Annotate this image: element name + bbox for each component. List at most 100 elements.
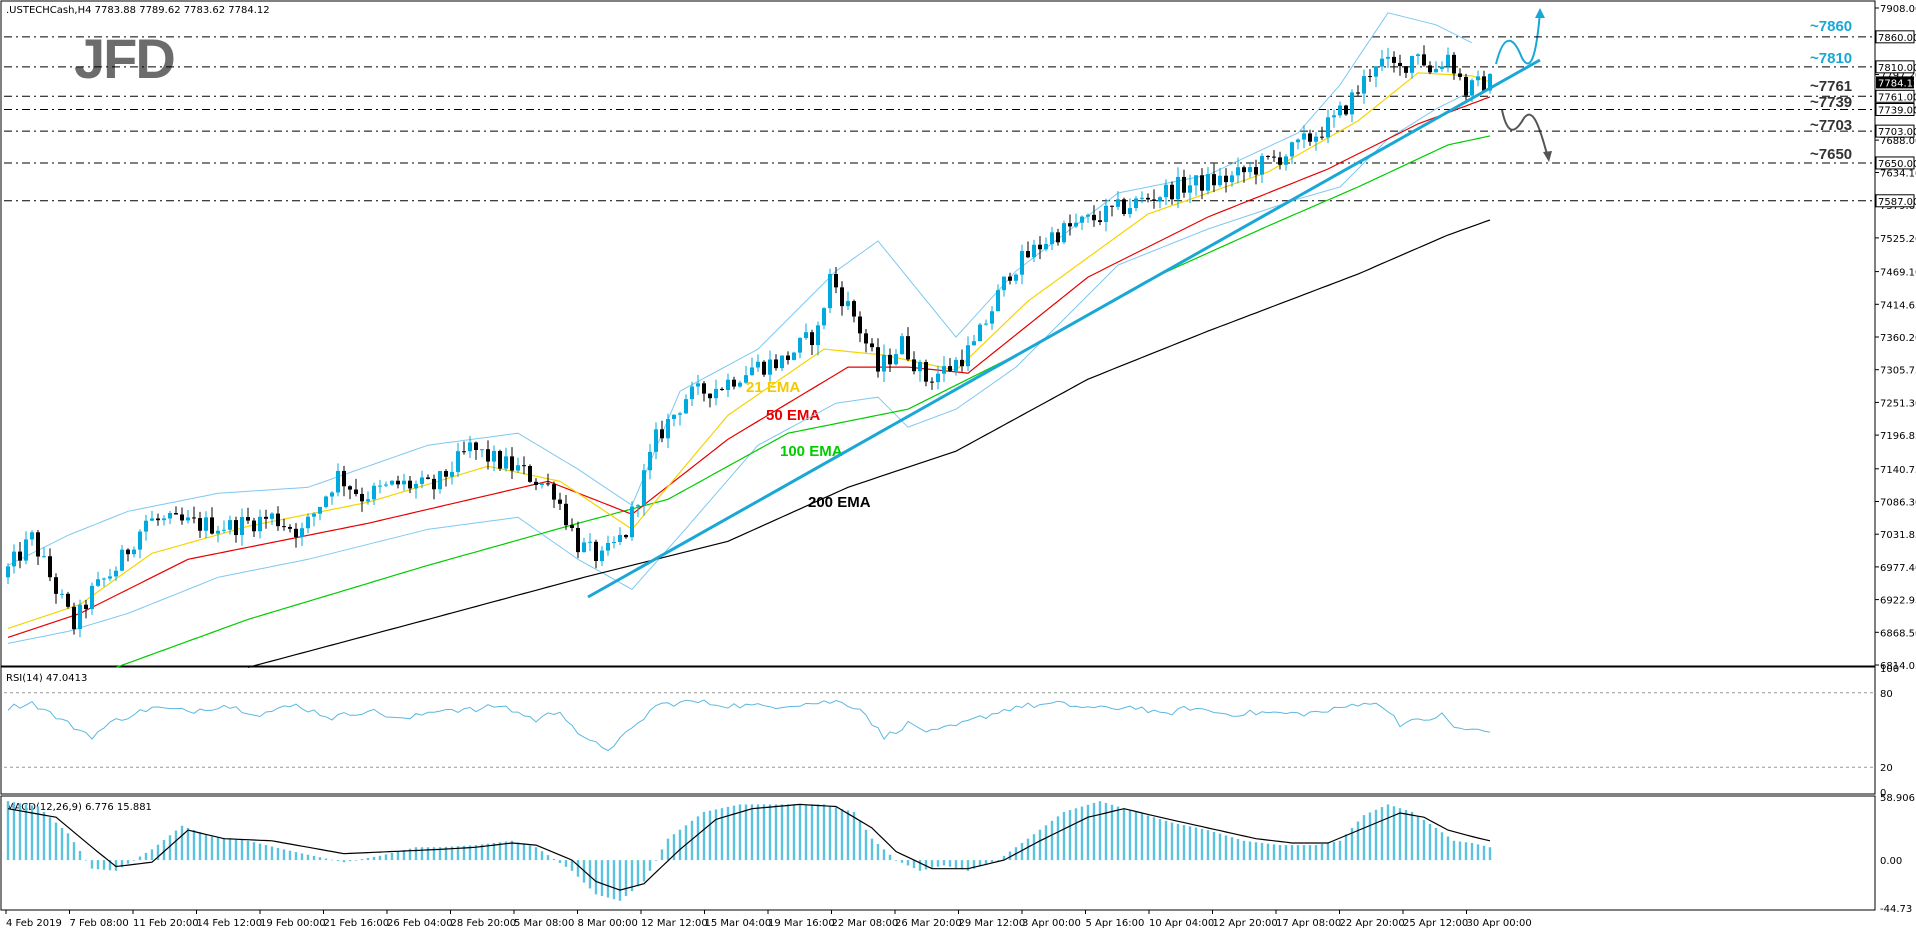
candle	[456, 442, 460, 477]
time-axis-label: 29 Mar 12:00	[959, 918, 1026, 929]
level-price-box	[1875, 156, 1915, 170]
candle-body	[1452, 54, 1456, 74]
candle	[1482, 70, 1486, 91]
candle-body	[264, 516, 268, 519]
bearish-arrowhead	[1543, 151, 1552, 162]
candle	[1350, 89, 1354, 123]
macd-histogram-bar	[450, 846, 454, 861]
time-axis-label: 7 Feb 08:00	[70, 918, 129, 929]
price-axis-tick-label: 7525.20	[1880, 234, 1916, 245]
candle	[474, 441, 478, 460]
candle-body	[234, 520, 238, 536]
time-axis-label: 26 Feb 04:00	[387, 918, 453, 929]
macd-histogram-bar	[1380, 807, 1384, 861]
macd-histogram-bar	[1488, 847, 1492, 861]
candle	[1092, 205, 1096, 227]
candle	[972, 334, 976, 346]
candle	[1272, 150, 1276, 162]
candle-body	[648, 451, 652, 471]
macd-histogram-bar	[150, 849, 154, 861]
price-axis-tick-label: 7688.00	[1880, 136, 1916, 147]
candle	[1254, 159, 1258, 185]
candle-body	[636, 505, 640, 507]
macd-histogram-bar	[1434, 827, 1438, 861]
macd-histogram-bar	[996, 860, 1000, 861]
candle	[42, 547, 46, 558]
candle-body	[282, 526, 286, 528]
candle	[1050, 227, 1054, 250]
macd-histogram-bar	[1164, 820, 1168, 861]
macd-histogram-bar	[468, 845, 472, 861]
bullish-scenario-arrow	[1495, 11, 1541, 65]
macd-histogram-bar	[1218, 833, 1222, 861]
macd-histogram-bar	[480, 844, 484, 861]
candle	[486, 440, 490, 470]
candle-body	[612, 542, 616, 544]
macd-histogram-bar	[486, 843, 490, 861]
macd-histogram-bar	[978, 860, 982, 867]
price-axis-tick-label: 7031.85	[1880, 530, 1916, 541]
macd-histogram-bar	[612, 860, 616, 900]
candle-body	[1440, 66, 1444, 69]
candle	[1392, 51, 1396, 73]
macd-histogram-bar	[282, 849, 286, 861]
macd-histogram-bar	[384, 854, 388, 861]
candle	[564, 495, 568, 530]
candle-body	[1284, 156, 1288, 165]
macd-histogram-bar	[264, 845, 268, 861]
candle	[36, 530, 40, 566]
macd-histogram-bar	[1020, 842, 1024, 861]
macd-histogram-bar	[894, 860, 898, 861]
candle	[288, 524, 292, 533]
macd-histogram-bar	[1110, 804, 1114, 861]
candle	[870, 338, 874, 352]
macd-histogram-bar	[90, 860, 94, 869]
candle-body	[1062, 223, 1066, 243]
macd-histogram-bar	[1470, 842, 1474, 861]
candle	[1038, 236, 1042, 260]
candle	[624, 534, 628, 539]
candle	[1068, 214, 1072, 236]
candle	[396, 475, 400, 489]
candle-body	[822, 308, 826, 326]
candle-body	[858, 316, 862, 334]
candle	[1464, 73, 1468, 102]
candle-body	[576, 527, 580, 553]
macd-histogram-bar	[1008, 851, 1012, 861]
candle	[306, 513, 310, 534]
uptrend-line	[587, 58, 1541, 599]
candle-body	[480, 449, 484, 451]
macd-histogram-bar	[1278, 845, 1282, 861]
candle	[360, 487, 364, 512]
macd-histogram-bar	[534, 847, 538, 861]
candle-body	[30, 532, 34, 540]
macd-histogram-bar	[708, 810, 712, 861]
macd-histogram-bar	[1308, 845, 1312, 861]
candle	[174, 506, 178, 515]
candle	[588, 533, 592, 552]
candle	[696, 374, 700, 395]
candle-body	[384, 484, 388, 486]
candle-body	[240, 517, 244, 536]
candle-body	[708, 393, 712, 399]
candle	[1206, 167, 1210, 195]
macd-histogram-bar	[804, 804, 808, 861]
candle	[762, 360, 766, 377]
candle	[12, 544, 16, 574]
candle-body	[246, 517, 250, 521]
macd-histogram-bar	[114, 860, 118, 871]
time-axis-label: 25 Apr 12:00	[1403, 918, 1468, 929]
candle-body	[1104, 205, 1108, 222]
macd-histogram-bar	[1356, 821, 1360, 861]
rsi-line	[7, 699, 1491, 752]
candle-body	[864, 333, 868, 344]
macd-histogram-bar	[666, 838, 670, 861]
candle	[642, 463, 646, 516]
candle-body	[1050, 232, 1054, 244]
candle	[1008, 272, 1012, 285]
candle	[1224, 168, 1228, 193]
macd-histogram-bar	[702, 811, 706, 861]
candle-body	[156, 518, 160, 521]
candle-body	[630, 506, 634, 538]
candle-body	[1392, 56, 1396, 63]
